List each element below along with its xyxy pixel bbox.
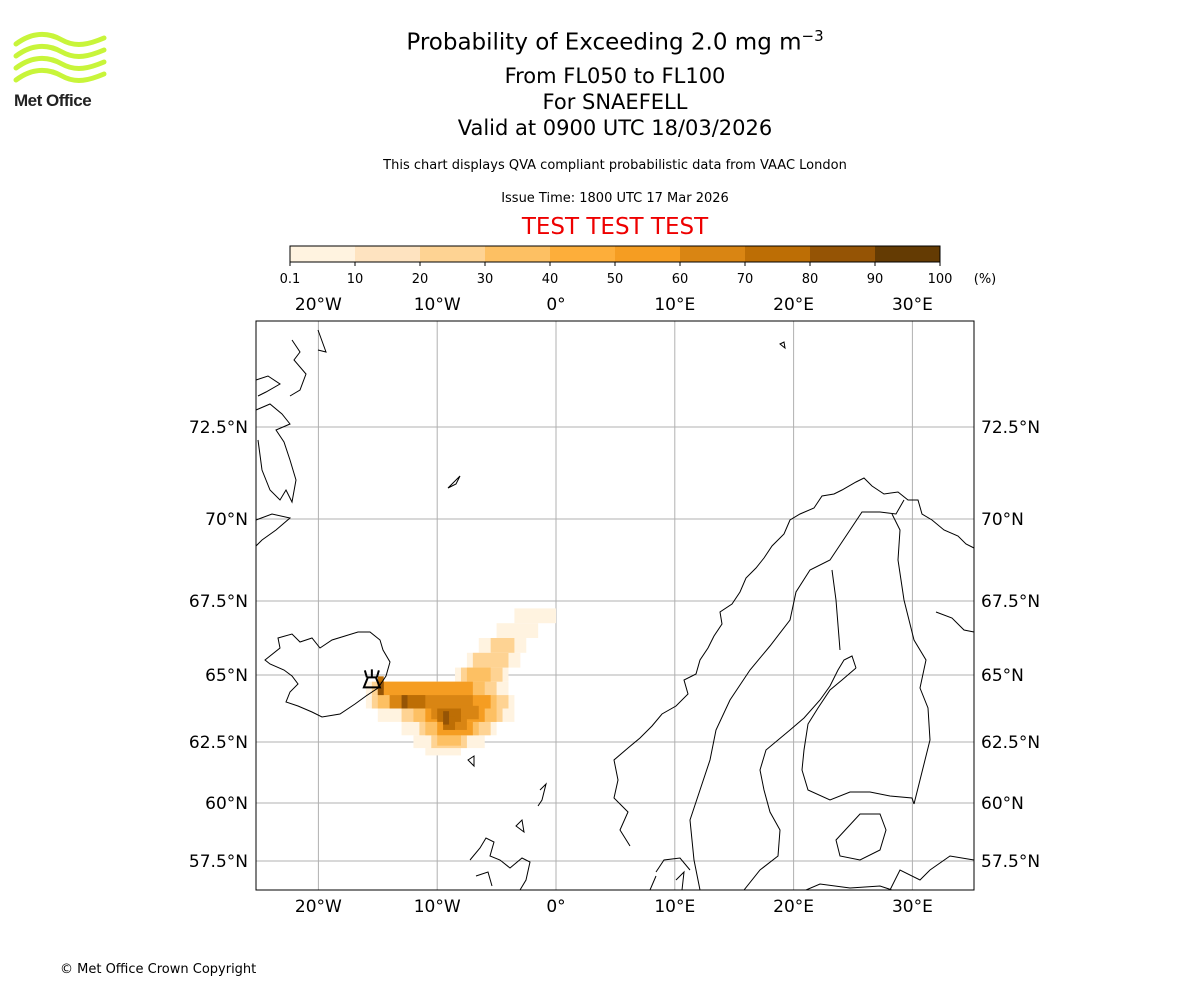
colorbar-bin: [485, 246, 551, 262]
plume-cell: [443, 711, 450, 725]
plume-cell: [490, 638, 515, 653]
finland-russia-border: [831, 513, 931, 805]
y-tick-label-left: 72.5°N: [189, 418, 248, 438]
met-office-logo-icon: [13, 32, 107, 83]
x-tick-label-top: 10°W: [414, 295, 461, 315]
svalbard-islet: [779, 341, 786, 350]
x-tick-label-top: 20°E: [773, 295, 814, 315]
coastlines: [255, 329, 975, 891]
test-banner: TEST TEST TEST: [521, 214, 709, 240]
plume-cell: [377, 681, 384, 696]
copyright: © Met Office Crown Copyright: [60, 962, 257, 977]
colorbar: 0.1 10 20 30 40 50 60 70 80 90 100 (%): [280, 245, 997, 287]
colorbar-tick-label: 40: [542, 272, 559, 287]
colorbar-bin: [550, 246, 616, 262]
faroe-coast: [467, 755, 475, 768]
plume-cell: [514, 608, 556, 624]
x-tick-label-bottom: 20°E: [773, 897, 814, 917]
shetland-coast: [537, 782, 547, 807]
volcano-name: For SNAEFELL: [542, 90, 688, 114]
y-tick-label-right: 72.5°N: [981, 418, 1040, 438]
y-tick-label-right: 65°N: [981, 666, 1024, 686]
title-main: Probability of Exceeding 2.0 mg m: [406, 29, 802, 56]
y-tick-label-left: 62.5°N: [189, 733, 248, 753]
y-tick-label-left: 70°N: [205, 510, 248, 530]
colorbar-tick-label: 90: [867, 272, 884, 287]
x-tick-label-top: 0°: [546, 295, 565, 315]
colorbar-bin: [810, 246, 876, 262]
y-tick-label-right: 62.5°N: [981, 733, 1040, 753]
issue-time: Issue Time: 1800 UTC 17 Mar 2026: [501, 191, 729, 206]
russia-coast: [935, 611, 975, 633]
y-tick-label-right: 60°N: [981, 794, 1024, 814]
title-sup: −3: [801, 27, 824, 45]
plume-cell: [496, 623, 539, 638]
x-tick-label-bottom: 10°E: [654, 897, 695, 917]
finland-coast: [801, 667, 915, 805]
plume-cell: [466, 667, 491, 682]
iceland-coast: [264, 631, 391, 718]
colorbar-bin: [745, 246, 811, 262]
colorbar-tick-label: 70: [737, 272, 754, 287]
valid-time: Valid at 0900 UTC 18/03/2026: [457, 116, 773, 140]
flight-levels: From FL050 to FL100: [504, 64, 726, 88]
colorbar-tick-label: 80: [802, 272, 819, 287]
y-tick-label-right: 67.5°N: [981, 592, 1040, 612]
colorbar-unit: (%): [974, 272, 997, 287]
colorbar-tick-label: 10: [347, 272, 364, 287]
colorbar-tick-label: 100: [928, 272, 953, 287]
subtitle: This chart displays QVA compliant probab…: [383, 158, 847, 173]
colorbar-bin: [680, 246, 746, 262]
y-tick-label-left: 65°N: [205, 666, 248, 686]
plume-cell: [377, 681, 473, 696]
plume-cell: [472, 652, 509, 668]
plume-cell: [401, 695, 408, 709]
x-tick-label-top: 30°E: [892, 295, 933, 315]
map-frame: [255, 320, 975, 891]
y-tick-label-right: 57.5°N: [981, 852, 1040, 872]
logo-text: Met Office: [14, 91, 92, 110]
sweden-east-coast: [655, 655, 857, 891]
colorbar-tick-label: 60: [672, 272, 689, 287]
y-tick-label-left: 60°N: [205, 794, 248, 814]
x-tick-label-bottom: 10°W: [414, 897, 461, 917]
gridlines: [256, 321, 974, 890]
x-tick-label-bottom: 20°W: [295, 897, 342, 917]
x-tick-label-bottom: 30°E: [892, 897, 933, 917]
norway-coast: [613, 477, 975, 847]
plume-cell: [407, 695, 426, 709]
baltic-coast: [805, 813, 975, 891]
y-tick-label-left: 57.5°N: [189, 852, 248, 872]
colorbar-bin: [615, 246, 681, 262]
colorbar-tick-label: 0.1: [280, 272, 301, 287]
volcano-symbol: [362, 669, 382, 689]
orkney-coast: [515, 818, 525, 834]
colorbar-bin: [420, 246, 486, 262]
x-tick-label-top: 20°W: [295, 295, 342, 315]
jan-mayen-coast: [447, 475, 461, 489]
greenland-coast: [255, 329, 327, 547]
chart-title: Probability of Exceeding 2.0 mg m−3: [0, 27, 1200, 56]
y-tick-label-left: 67.5°N: [189, 592, 248, 612]
plume-layer: [365, 608, 556, 756]
sweden-norway-border: [689, 499, 905, 891]
y-tick-label-right: 70°N: [981, 510, 1024, 530]
x-tick-label-bottom: 0°: [546, 897, 565, 917]
colorbar-tick-label: 20: [412, 272, 429, 287]
colorbar-tick-label: 30: [477, 272, 494, 287]
colorbar-bin: [875, 246, 941, 262]
axis-labels: 20°W 20°W 10°W 10°W 0° 0° 10°E 10°E 20°E 20°E 30°E…: [189, 295, 1040, 917]
colorbar-bin: [290, 246, 356, 262]
scotland-coast: [469, 837, 531, 891]
volcano-icon: [362, 669, 382, 689]
plume-cell: [437, 732, 461, 746]
denmark-coast: [649, 870, 685, 891]
colorbar-tick-label: 50: [607, 272, 624, 287]
colorbar-bin: [355, 246, 421, 262]
x-tick-label-top: 10°E: [654, 295, 695, 315]
